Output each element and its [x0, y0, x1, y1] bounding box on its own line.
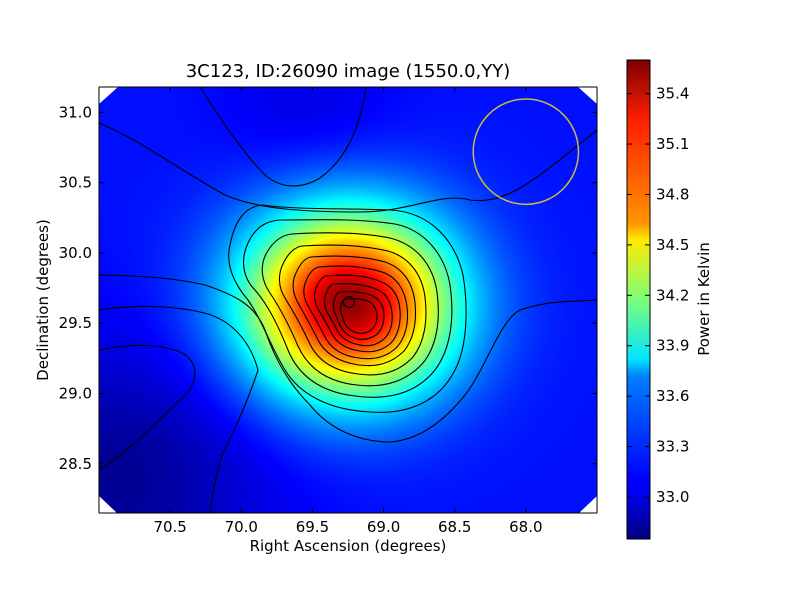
contour-line — [292, 255, 417, 367]
contour-line — [99, 122, 597, 213]
x-tick-label: 70.5 — [153, 518, 186, 536]
contour-line — [332, 291, 385, 340]
contour-lines — [99, 87, 597, 513]
y-axis-label: Declination (degrees) — [34, 219, 52, 381]
x-tick-label: 69.5 — [296, 518, 329, 536]
x-tick-label: 70.0 — [225, 518, 258, 536]
colorbar-gradient — [626, 59, 651, 540]
y-tick-label: 29.5 — [59, 314, 92, 332]
colorbar-ticks: 33.0 33.3 33.6 33.9 34.2 34.5 34.8 35.1 35.4 — [627, 85, 689, 506]
colorbar-tick-label: 34.2 — [656, 286, 689, 304]
x-tick-label: 69.0 — [367, 518, 400, 536]
y-axis: 28.5 29.0 29.5 30.0 30.5 31.0 — [59, 103, 597, 473]
colorbar-tick-label: 33.3 — [656, 438, 689, 456]
contour-line — [323, 283, 393, 347]
plot-frame — [98, 86, 598, 514]
colorbar-tick-label: 35.1 — [656, 135, 689, 153]
contour-line — [99, 344, 196, 471]
contour-line — [242, 219, 453, 398]
x-axis-label: Right Ascension (degrees) — [250, 537, 447, 555]
x-tick-label: 68.5 — [438, 518, 471, 536]
contour-line — [99, 274, 597, 443]
x-tick-label: 68.0 — [509, 518, 542, 536]
x-axis: 70.5 70.0 69.5 69.0 68.5 68.0 — [153, 87, 543, 536]
colorbar-tick-label: 33.6 — [656, 387, 689, 405]
colorbar-label: Power in Kelvin — [695, 242, 713, 356]
y-tick-label: 30.5 — [59, 174, 92, 192]
colorbar-tick-label: 34.8 — [656, 185, 689, 203]
heatmap-area — [98, 86, 598, 514]
contour-line — [199, 87, 367, 187]
y-tick-label: 31.0 — [59, 103, 92, 121]
y-tick-label: 29.0 — [59, 384, 92, 402]
contour-line — [314, 274, 401, 353]
contour-line — [228, 204, 467, 413]
beam-circle — [472, 98, 580, 206]
y-tick-label: 30.0 — [59, 244, 92, 262]
colorbar-tick-label: 33.9 — [656, 337, 689, 355]
contour-line — [303, 265, 409, 360]
contour-line — [342, 295, 356, 309]
heatmap-image — [99, 87, 597, 513]
contour-line — [261, 232, 439, 387]
corner-masks — [99, 87, 597, 513]
colorbar-tick-label: 35.4 — [656, 85, 689, 103]
colorbar-tick-label: 34.5 — [656, 236, 689, 254]
chart-title: 3C123, ID:26090 image (1550.0,YY) — [186, 61, 511, 82]
colorbar: 33.0 33.3 33.6 33.9 34.2 34.5 34.8 35.1 35.4 Pow… — [626, 59, 713, 540]
contour-line — [340, 298, 378, 334]
colorbar-tick-label: 33.0 — [656, 488, 689, 506]
contour-line — [278, 244, 427, 376]
y-tick-label: 28.5 — [59, 455, 92, 473]
contour-line — [99, 305, 259, 513]
